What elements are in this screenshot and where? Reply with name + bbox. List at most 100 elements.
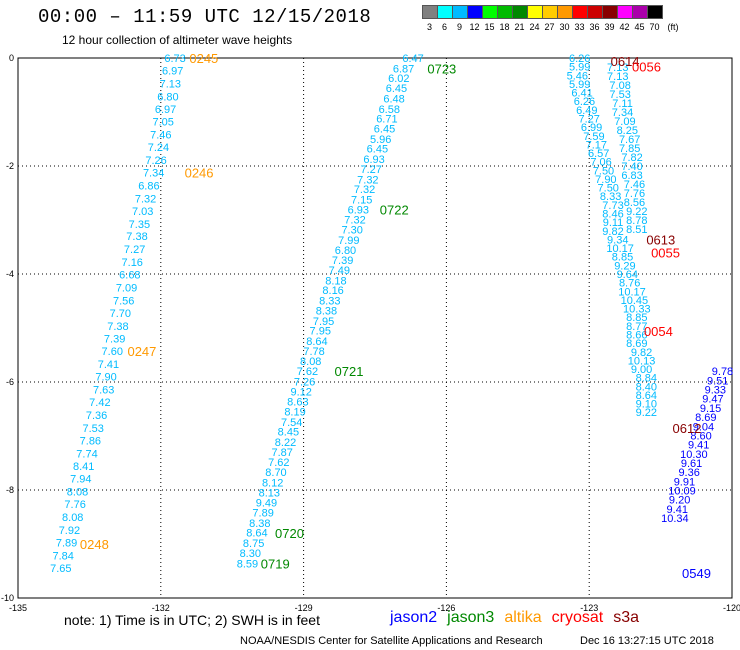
swh-point-jason2: 9.51 xyxy=(707,375,728,387)
swh-point-jason2: 10.34 xyxy=(661,513,689,525)
swh-point-s3a: 7.53 xyxy=(609,89,630,101)
x-tick-label: -135 xyxy=(9,603,27,613)
swh-point-altika: 7.41 xyxy=(98,359,119,371)
chart-subtitle: 12 hour collection of altimeter wave hei… xyxy=(62,33,293,47)
swh-point-s3a: 8.56 xyxy=(624,197,645,209)
swh-point-altika: 7.24 xyxy=(148,142,169,154)
pass-time-label: 0719 xyxy=(261,556,290,571)
swh-point-jason2: 9.04 xyxy=(693,421,714,433)
pass-time-label: 0247 xyxy=(127,344,156,359)
swh-point-jason3: 8.08 xyxy=(300,356,321,368)
pass-time-label: 0246 xyxy=(185,165,214,180)
swh-point-s3a: 7.85 xyxy=(619,143,640,155)
swh-point-jason3: 8.33 xyxy=(319,295,340,307)
swh-point-altika: 6.80 xyxy=(157,91,178,103)
swh-point-cryosat: 9.10 xyxy=(636,399,657,411)
swh-point-jason3: 7.49 xyxy=(329,265,350,277)
pass-time-label: 0056 xyxy=(632,60,661,75)
swh-point-cryosat: 6.26 xyxy=(569,53,590,65)
x-tick-label: -120 xyxy=(723,603,740,613)
pass-time-label: 0245 xyxy=(189,51,218,66)
swh-point-altika: 7.90 xyxy=(95,372,116,384)
swh-point-jason3: 8.63 xyxy=(287,396,308,408)
color-scale xyxy=(422,5,663,19)
color-scale-label: 15 xyxy=(484,22,495,32)
swh-point-s3a: 8.78 xyxy=(626,215,647,227)
swh-point-jason3: 6.87 xyxy=(393,63,414,75)
swh-point-jason3: 7.62 xyxy=(297,366,318,378)
swh-point-altika: 7.13 xyxy=(160,78,181,90)
swh-point-jason3: 8.16 xyxy=(322,285,343,297)
swh-point-altika: 7.89 xyxy=(56,537,77,549)
swh-point-altika: 7.05 xyxy=(152,117,173,129)
color-scale-label: 3 xyxy=(426,22,432,32)
pass-time-label: 0722 xyxy=(380,203,409,218)
swh-point-altika: 7.38 xyxy=(107,321,128,333)
y-tick-label: -8 xyxy=(6,485,14,495)
color-scale-label: 24 xyxy=(529,22,540,32)
pass-time-label: 0614 xyxy=(611,54,640,69)
swh-point-altika: 7.74 xyxy=(76,448,97,460)
swh-point-altika: 7.34 xyxy=(143,167,164,179)
swh-point-cryosat: 10.33 xyxy=(623,304,651,316)
swh-point-s3a: 7.40 xyxy=(621,161,642,173)
swh-point-cryosat: 8.64 xyxy=(636,390,657,402)
swh-point-s3a: 7.11 xyxy=(612,98,633,110)
swh-point-jason3: 7.95 xyxy=(310,326,331,338)
swh-point-cryosat: 6.26 xyxy=(574,96,595,108)
swh-point-jason2: 8.69 xyxy=(695,412,716,424)
chart-title: 00:00 – 11:59 UTC 12/15/2018 xyxy=(38,6,372,28)
y-tick-label: -6 xyxy=(6,377,14,387)
swh-point-cryosat: 6.99 xyxy=(581,122,602,134)
swh-point-altika: 7.36 xyxy=(86,410,107,422)
swh-point-jason2: 9.20 xyxy=(669,495,690,507)
x-tick-label: -129 xyxy=(295,603,313,613)
swh-point-altika: 8.41 xyxy=(73,461,94,473)
swh-point-altika: 7.94 xyxy=(70,474,91,486)
swh-point-jason2: 9.47 xyxy=(702,394,723,406)
swh-point-altika: 6.97 xyxy=(162,65,183,77)
swh-point-jason3: 7.32 xyxy=(344,214,365,226)
swh-point-jason2: 9.41 xyxy=(688,440,709,452)
swh-point-jason3: 7.30 xyxy=(341,225,362,237)
pass-time-label: 0549 xyxy=(682,566,711,581)
y-tick-label: -2 xyxy=(6,161,14,171)
swh-point-cryosat: 7.90 xyxy=(595,174,616,186)
color-scale-label: 39 xyxy=(604,22,615,32)
swh-point-s3a: 7.67 xyxy=(619,134,640,146)
color-scale-label: 21 xyxy=(514,22,525,32)
swh-point-altika: 7.09 xyxy=(116,283,137,295)
swh-point-cryosat: 8.40 xyxy=(636,381,657,393)
swh-point-jason3: 8.22 xyxy=(275,437,296,449)
swh-point-jason3: 7.39 xyxy=(332,255,353,267)
color-scale-label: 27 xyxy=(544,22,555,32)
satellite-legend: jason2 jason3 altika cryosat s3a xyxy=(390,609,649,627)
swh-point-cryosat: 7.27 xyxy=(578,113,599,125)
swh-point-jason3: 6.93 xyxy=(348,205,369,217)
color-scale-label: 6 xyxy=(441,22,447,32)
swh-point-jason3: 6.45 xyxy=(367,144,388,156)
swh-point-altika: 7.03 xyxy=(132,206,153,218)
swh-point-jason3: 6.80 xyxy=(335,245,356,257)
footnote: note: 1) Time is in UTC; 2) SWH is in fe… xyxy=(64,612,320,628)
swh-point-altika: 7.32 xyxy=(135,193,156,205)
color-scale-label: 45 xyxy=(634,22,645,32)
swh-point-jason3: 6.48 xyxy=(383,94,404,106)
swh-point-jason2: 10.30 xyxy=(680,449,708,461)
y-tick-label: -4 xyxy=(6,269,14,279)
swh-point-cryosat: 7.73 xyxy=(602,200,623,212)
swh-point-jason3: 7.99 xyxy=(338,235,359,247)
pass-time-label: 0612 xyxy=(673,421,702,436)
swh-point-cryosat: 10.45 xyxy=(621,295,649,307)
swh-point-altika: 7.56 xyxy=(113,295,134,307)
color-scale-swatch xyxy=(647,5,663,19)
color-scale-label: 42 xyxy=(619,22,630,32)
swh-point-altika: 6.97 xyxy=(155,104,176,116)
swh-point-s3a: 7.13 xyxy=(607,71,628,83)
swh-point-cryosat: 9.34 xyxy=(607,234,628,246)
swh-point-jason2: 9.61 xyxy=(681,458,702,470)
swh-point-altika: 7.65 xyxy=(50,563,71,575)
x-tick-label: -123 xyxy=(580,603,598,613)
y-tick-label: 0 xyxy=(9,53,14,63)
